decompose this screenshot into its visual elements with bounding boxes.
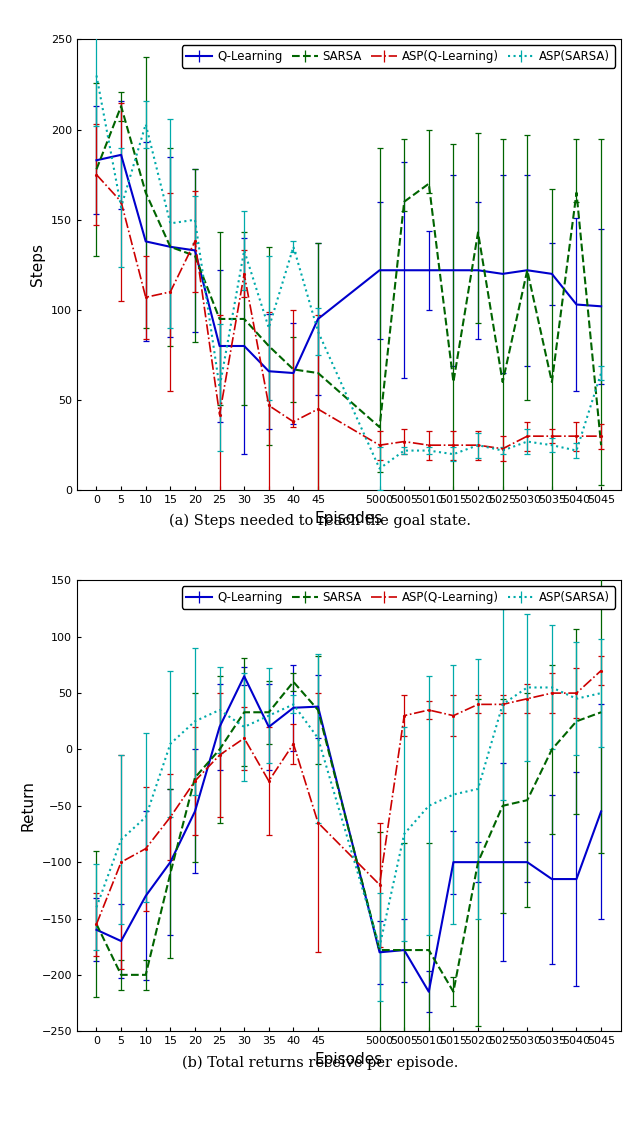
Legend: Q-Learning, SARSA, ASP(Q-Learning), ASP(SARSA): Q-Learning, SARSA, ASP(Q-Learning), ASP(… <box>182 45 615 68</box>
X-axis label: Episodes: Episodes <box>315 511 383 525</box>
Text: (b) Total returns receive per episode.: (b) Total returns receive per episode. <box>182 1056 458 1070</box>
Text: (a) Steps needed to reach the goal state.: (a) Steps needed to reach the goal state… <box>169 514 471 527</box>
Y-axis label: Steps: Steps <box>30 243 45 286</box>
X-axis label: Episodes: Episodes <box>315 1051 383 1066</box>
Y-axis label: Return: Return <box>21 780 36 832</box>
Legend: Q-Learning, SARSA, ASP(Q-Learning), ASP(SARSA): Q-Learning, SARSA, ASP(Q-Learning), ASP(… <box>182 586 615 609</box>
